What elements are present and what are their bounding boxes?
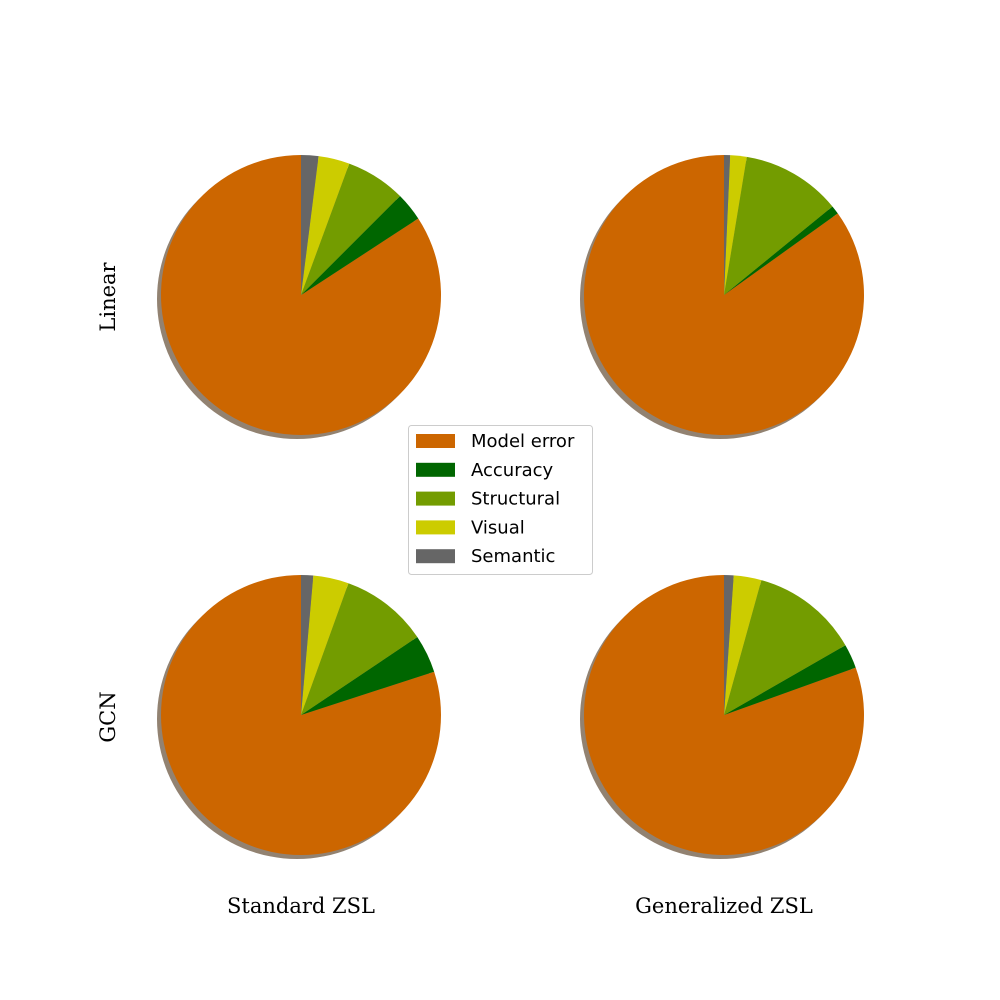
pie-wedge bbox=[161, 155, 442, 435]
pie bbox=[580, 575, 864, 859]
pie-wedge bbox=[724, 575, 762, 715]
pie-wedge bbox=[724, 645, 856, 715]
legend-frame bbox=[408, 425, 593, 575]
row-label: Linear bbox=[96, 261, 120, 331]
pie-wedge bbox=[724, 155, 731, 295]
pie-wedge bbox=[301, 637, 435, 715]
pie-wedge bbox=[301, 583, 418, 715]
legend-label: Accuracy bbox=[471, 460, 554, 481]
legend-label: Structural bbox=[471, 489, 560, 510]
pie-wedge bbox=[301, 155, 319, 295]
column-label: Standard ZSL bbox=[227, 894, 375, 918]
pie-wedge bbox=[724, 206, 838, 295]
pie-wedge bbox=[301, 575, 314, 715]
pie-wedge bbox=[301, 163, 400, 295]
pie-wedge bbox=[301, 156, 350, 295]
legend-swatch bbox=[416, 520, 455, 535]
legend-label: Semantic bbox=[471, 546, 555, 567]
pie-wedge bbox=[724, 580, 846, 715]
pie bbox=[580, 155, 864, 439]
pie-wedge bbox=[724, 575, 734, 715]
legend-swatch bbox=[416, 549, 455, 564]
pie bbox=[157, 155, 442, 439]
pie-wedge bbox=[724, 156, 833, 295]
pie-wedge bbox=[301, 575, 349, 715]
legend-label: Model error bbox=[471, 431, 575, 452]
legend-label: Visual bbox=[471, 517, 525, 538]
legend-swatch bbox=[416, 434, 455, 448]
column-label: Generalized ZSL bbox=[635, 894, 813, 918]
row-label: GCN bbox=[96, 691, 120, 742]
pie-wedge bbox=[724, 155, 747, 295]
legend-swatch bbox=[416, 491, 455, 506]
pie bbox=[157, 575, 441, 859]
legend-swatch bbox=[416, 462, 455, 477]
legend: Model error Accuracy Structural Visual Seman… bbox=[408, 425, 593, 575]
pie-wedge bbox=[301, 196, 419, 295]
